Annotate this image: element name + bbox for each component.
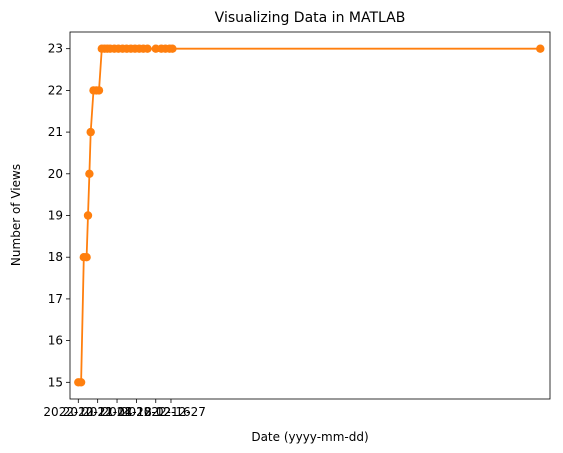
chart-title: Visualizing Data in MATLAB: [215, 10, 406, 26]
data-point: [82, 253, 91, 262]
x-tick-label: 2022-12-27: [136, 405, 206, 419]
y-tick-label: 15: [48, 375, 63, 389]
y-tick-label: 20: [48, 167, 63, 181]
data-point: [168, 44, 177, 53]
y-tick-label: 22: [48, 83, 63, 97]
data-point: [83, 211, 93, 220]
x-tick-label: 2022-11-04: [63, 405, 133, 419]
x-tick-label: 2022-12-02: [102, 405, 172, 419]
data-point: [76, 378, 86, 387]
data-point: [85, 169, 94, 178]
plot-area: 15 16 17 18 19 20 21 22 23 2022-10-212022-11-0420…: [43, 31, 551, 419]
data-point: [86, 127, 95, 137]
y-tick-label: 21: [48, 125, 63, 139]
x-tick-label: 2022-10-21: [43, 405, 113, 419]
x-axis-label: Date (yyyy-mm-dd): [251, 430, 368, 444]
x-tick-label: 2022-11-18: [82, 405, 152, 419]
y-tick-label: 23: [48, 42, 63, 56]
y-tick-label: 17: [48, 292, 63, 306]
y-axis-label: Number of Views: [9, 164, 23, 266]
data-point: [94, 86, 104, 95]
data-point: [536, 44, 545, 53]
y-tick-label: 16: [48, 334, 63, 348]
data-point: [143, 44, 152, 53]
y-tick-label: 19: [48, 209, 63, 223]
x-tick-label: 2022-12-16: [121, 405, 191, 419]
y-tick-label: 18: [48, 250, 63, 264]
